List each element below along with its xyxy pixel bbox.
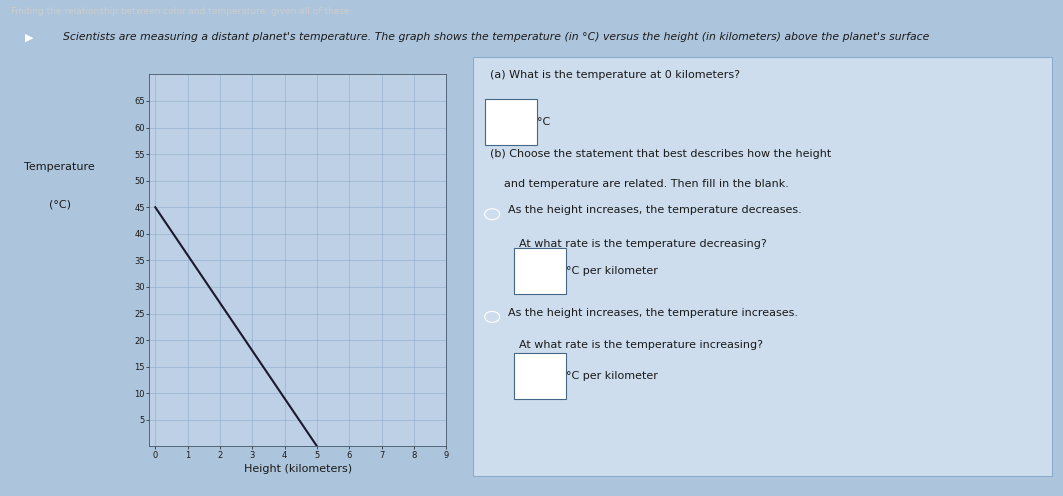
FancyBboxPatch shape bbox=[513, 353, 566, 399]
Text: (a) What is the temperature at 0 kilometers?: (a) What is the temperature at 0 kilomet… bbox=[490, 69, 741, 80]
FancyBboxPatch shape bbox=[513, 248, 566, 294]
FancyBboxPatch shape bbox=[473, 57, 1052, 476]
Text: Scientists are measuring a distant planet's temperature. The graph shows the tem: Scientists are measuring a distant plane… bbox=[64, 32, 930, 42]
Text: (b) Choose the statement that best describes how the height: (b) Choose the statement that best descr… bbox=[490, 149, 831, 159]
Text: Finding the relationship between color and temperature: given all of these: Finding the relationship between color a… bbox=[11, 6, 350, 16]
Text: ▶: ▶ bbox=[26, 32, 33, 42]
Text: °C: °C bbox=[537, 117, 550, 127]
Text: At what rate is the temperature increasing?: At what rate is the temperature increasi… bbox=[520, 340, 763, 350]
X-axis label: Height (kilometers): Height (kilometers) bbox=[243, 464, 352, 474]
FancyBboxPatch shape bbox=[485, 99, 537, 145]
Text: As the height increases, the temperature decreases.: As the height increases, the temperature… bbox=[508, 205, 802, 215]
Text: and temperature are related. Then fill in the blank.: and temperature are related. Then fill i… bbox=[490, 179, 790, 188]
Text: As the height increases, the temperature increases.: As the height increases, the temperature… bbox=[508, 308, 798, 318]
Text: At what rate is the temperature decreasing?: At what rate is the temperature decreasi… bbox=[520, 240, 767, 249]
Text: °C per kilometer: °C per kilometer bbox=[566, 371, 658, 380]
Text: (°C): (°C) bbox=[49, 199, 70, 210]
Text: Temperature: Temperature bbox=[24, 162, 95, 173]
Text: °C per kilometer: °C per kilometer bbox=[566, 266, 658, 276]
